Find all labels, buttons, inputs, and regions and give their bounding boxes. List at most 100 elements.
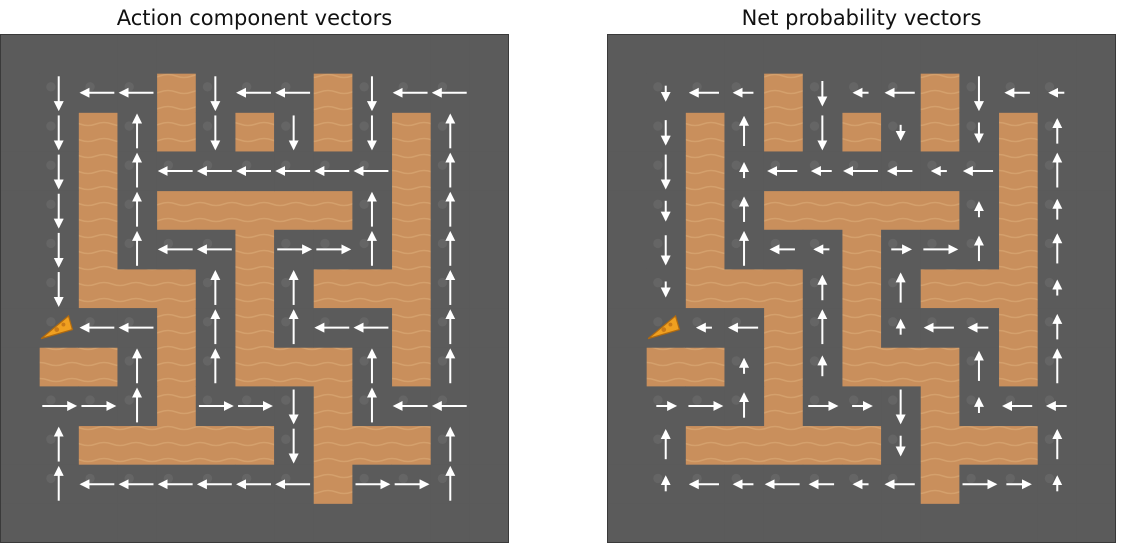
maze-border-cell [607, 425, 647, 466]
maze-border-cell [1037, 34, 1078, 74]
left-panel: Action component vectors [0, 0, 509, 555]
maze-border-cell [156, 503, 197, 543]
maze-border-cell [430, 34, 471, 74]
maze-border-cell [313, 503, 353, 543]
maze-border-cell [469, 112, 509, 152]
maze-border-cell [469, 73, 509, 113]
maze-border-cell [881, 34, 921, 74]
maze-border-cell [1076, 425, 1116, 466]
maze-border-cell [646, 34, 686, 74]
maze-border-cell [607, 503, 647, 543]
maze-border-cell [607, 386, 647, 427]
maze-border-cell [802, 34, 843, 74]
maze-border-cell [646, 503, 686, 543]
maze-border-cell [352, 34, 393, 74]
maze-border-cell [1076, 190, 1116, 231]
maze-border-cell [607, 229, 647, 270]
maze-border-cell [607, 34, 647, 74]
maze-border-cell [1037, 503, 1078, 543]
maze-border-cell [352, 503, 393, 543]
maze-border-cell [0, 464, 40, 505]
right-panel-title: Net probability vectors [741, 6, 982, 30]
maze-border-cell [1076, 386, 1116, 427]
maze-border-cell [998, 503, 1039, 543]
maze-border-cell [763, 34, 804, 74]
left-panel-title: Action component vectors [116, 6, 393, 30]
maze-border-cell [607, 151, 647, 192]
maze-border-cell [0, 503, 40, 543]
maze-border-cell [0, 347, 40, 387]
maze-border-cell [0, 386, 40, 427]
maze-border-cell [391, 503, 432, 543]
maze-frame [0, 34, 509, 543]
maze-border-cell [469, 268, 509, 309]
maze-border-cell [881, 503, 921, 543]
maze-border-cell [607, 308, 647, 348]
maze-border-cell [0, 425, 40, 466]
maze-border-cell [469, 503, 509, 543]
cheese-icon [647, 314, 681, 340]
maze-border-cell [724, 503, 765, 543]
maze-border-cell [1076, 229, 1116, 270]
maze-border-cell [469, 347, 509, 387]
maze-border-cell [117, 503, 158, 543]
maze-border-cell [469, 308, 509, 348]
maze-border-cell [841, 34, 882, 74]
maze-border-cell [195, 34, 236, 74]
maze-border-cell [685, 503, 725, 543]
maze-net-probability [607, 34, 1116, 543]
maze-border-cell [607, 464, 647, 505]
maze-border-cell [763, 503, 804, 543]
maze-border-cell [607, 268, 647, 309]
maze-border-cell [274, 34, 314, 74]
maze-border-cell [117, 34, 158, 74]
maze-border-cell [195, 503, 236, 543]
maze-border-cell [391, 34, 432, 74]
maze-border-cell [1076, 151, 1116, 192]
maze-border-cell [469, 229, 509, 270]
maze-border-cell [959, 34, 1000, 74]
maze-border-cell [469, 386, 509, 427]
maze-border-cell [0, 73, 40, 113]
maze-border-cell [607, 190, 647, 231]
maze-border-cell [430, 503, 471, 543]
maze-border-cell [469, 190, 509, 231]
maze-border-cell [1076, 73, 1116, 113]
maze-border-cell [234, 503, 275, 543]
maze-border-cell [0, 34, 40, 74]
maze-border-cell [607, 73, 647, 113]
maze-border-cell [469, 34, 509, 74]
maze-border-cell [1076, 503, 1116, 543]
maze-border-cell [0, 308, 40, 348]
maze-border-cell [1076, 347, 1116, 387]
maze-border-cell [234, 34, 275, 74]
maze-border-cell [156, 34, 197, 74]
maze-border-cell [802, 503, 843, 543]
maze-border-cell [1076, 112, 1116, 152]
maze-border-cell [78, 34, 118, 74]
maze-border-cell [0, 151, 40, 192]
maze-border-cell [607, 112, 647, 152]
maze-border-cell [274, 503, 314, 543]
maze-border-cell [469, 425, 509, 466]
maze-border-cell [607, 347, 647, 387]
cheese-icon [40, 314, 74, 340]
maze-border-cell [920, 503, 960, 543]
maze-border-cell [469, 151, 509, 192]
maze-border-cell [1076, 34, 1116, 74]
maze-frame [607, 34, 1116, 543]
maze-border-cell [78, 503, 118, 543]
maze-border-cell [920, 34, 960, 74]
maze-border-cell [841, 503, 882, 543]
maze-border-cell [469, 464, 509, 505]
maze-border-cell [0, 112, 40, 152]
right-panel: Net probability vectors [607, 0, 1116, 555]
maze-border-cell [1076, 308, 1116, 348]
maze-border-cell [0, 229, 40, 270]
maze-border-cell [0, 268, 40, 309]
maze-border-cell [0, 190, 40, 231]
maze-border-cell [685, 34, 725, 74]
maze-border-cell [724, 34, 765, 74]
maze-border-cell [959, 503, 1000, 543]
maze-border-cell [1076, 268, 1116, 309]
